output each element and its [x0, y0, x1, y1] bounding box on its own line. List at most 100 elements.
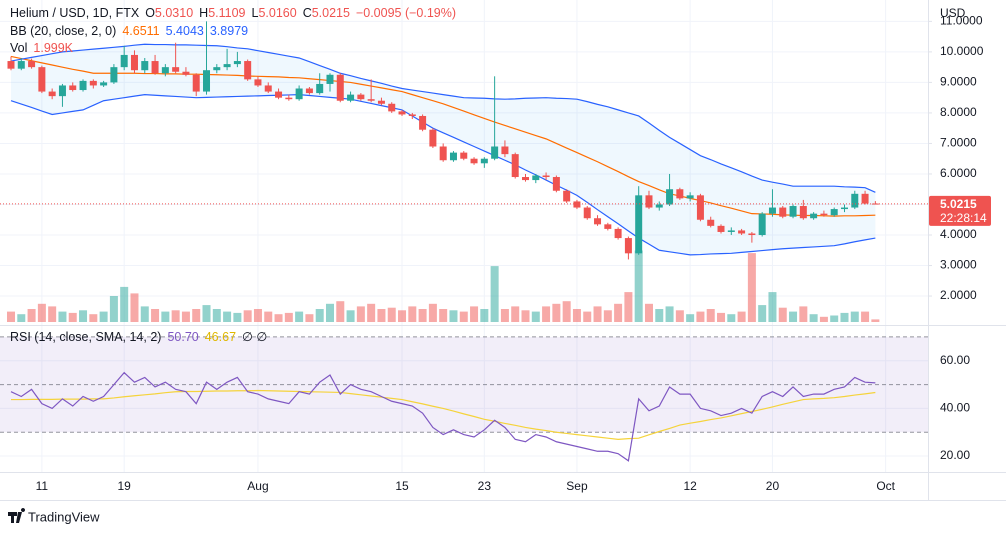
candle-body	[182, 71, 190, 75]
currency: USD	[940, 6, 966, 20]
candle-body	[100, 82, 108, 86]
volume-bar	[89, 314, 98, 322]
candle-body	[799, 206, 807, 219]
candle-body	[58, 85, 66, 97]
volume-bar	[428, 303, 437, 322]
candle-body	[851, 193, 859, 208]
candle-body	[789, 206, 797, 217]
candle-body	[192, 74, 200, 92]
candle-body	[7, 61, 15, 69]
candle-body	[480, 158, 488, 164]
bb-upper-value: 5.4043	[166, 24, 204, 38]
volume-bar	[552, 303, 561, 322]
y-tick-label: 2.0000	[940, 288, 977, 302]
volume-bar	[7, 311, 15, 322]
candle-body	[161, 67, 169, 74]
price-label: 5.0215	[940, 197, 977, 211]
brand-logo: TradingView	[8, 508, 100, 524]
candle-body	[419, 115, 427, 130]
candle-body	[758, 213, 766, 236]
candle-body	[686, 195, 694, 199]
volume-bar	[706, 309, 715, 322]
header-line: Helium / USD, 1D, FTX O5.0310 H5.1109 L5.01…	[10, 6, 456, 20]
volume-bar	[233, 312, 242, 322]
candle-body	[604, 224, 612, 229]
volume-bar	[346, 310, 355, 322]
volume-bar	[68, 312, 77, 322]
volume-bar	[79, 310, 88, 322]
candle-body	[470, 158, 478, 164]
candle-body	[522, 177, 529, 181]
candle-body	[439, 146, 447, 161]
candle-body	[336, 74, 344, 101]
volume-bar	[274, 314, 283, 322]
candle-body	[377, 100, 385, 104]
volume-bar	[583, 311, 592, 322]
candle-body	[213, 67, 221, 71]
volume-bar	[727, 314, 736, 322]
candle-body	[460, 152, 468, 159]
x-tick-label: 20	[766, 479, 780, 493]
candle-body	[707, 219, 715, 226]
rsi-tick-label: 40.00	[940, 401, 970, 415]
bb-lower-value: 3.8979	[210, 24, 248, 38]
y-tick-label: 9.0000	[940, 75, 977, 89]
candle-body	[326, 74, 334, 84]
x-tick-label: 15	[395, 479, 409, 493]
candle-body	[38, 67, 46, 92]
candle-body	[563, 190, 571, 202]
candle-body	[542, 175, 550, 178]
volume-bar	[130, 293, 139, 322]
volume-bar	[58, 311, 67, 322]
candle-body	[316, 83, 324, 94]
volume-bar	[37, 303, 46, 322]
candle-body	[89, 80, 97, 86]
volume-bar	[871, 319, 880, 322]
volume-bar	[315, 309, 324, 322]
grid-layer	[0, 0, 928, 472]
y-tick-label: 10.0000	[940, 44, 984, 58]
volume-bar	[531, 311, 540, 322]
volume-bar	[480, 309, 489, 322]
volume-bar	[830, 315, 839, 322]
volume-bar	[151, 309, 160, 322]
ohlc-label: C	[303, 6, 312, 20]
volume-bar	[624, 292, 633, 322]
y-tick-label: 11.0000	[940, 14, 983, 28]
ohlc-label: O	[145, 6, 155, 20]
countdown: 22:28:14	[940, 211, 987, 225]
candle-body	[645, 195, 653, 208]
volume-bar	[408, 306, 417, 322]
candle-body	[408, 114, 416, 116]
candle-body	[285, 97, 293, 100]
rsi-layer	[0, 336, 928, 462]
volume-bar	[377, 309, 386, 322]
volume-bar	[490, 266, 499, 322]
volume-bar	[223, 311, 232, 322]
x-tick-label: Oct	[876, 479, 895, 493]
rsi-tick-label: 60.00	[940, 353, 970, 367]
volume-label: Vol	[10, 41, 27, 55]
candle-body	[573, 201, 581, 208]
volume-bar	[850, 311, 859, 322]
candle-body	[748, 233, 756, 236]
volume-bar	[603, 310, 612, 322]
volume-bar	[192, 309, 201, 322]
candle-body	[449, 152, 457, 161]
y-tick-label: 3.0000	[940, 258, 977, 272]
candle-body	[367, 99, 375, 101]
candle-body	[429, 129, 437, 147]
candle-body	[347, 94, 355, 101]
y-tick-label: 6.0000	[940, 166, 977, 180]
candle-body	[69, 85, 77, 91]
candle-body	[552, 177, 560, 191]
rsi-label: RSI (14, close, SMA, 14, 2)	[10, 330, 161, 344]
candle-body	[17, 61, 25, 69]
candle-body	[666, 189, 674, 205]
candle-body	[810, 213, 818, 219]
volume-bar	[737, 311, 746, 322]
y-tick-label: 4.0000	[940, 227, 977, 241]
change: −0.0095 (−0.19%)	[356, 6, 456, 20]
bb-basis-value: 4.6511	[122, 24, 159, 38]
